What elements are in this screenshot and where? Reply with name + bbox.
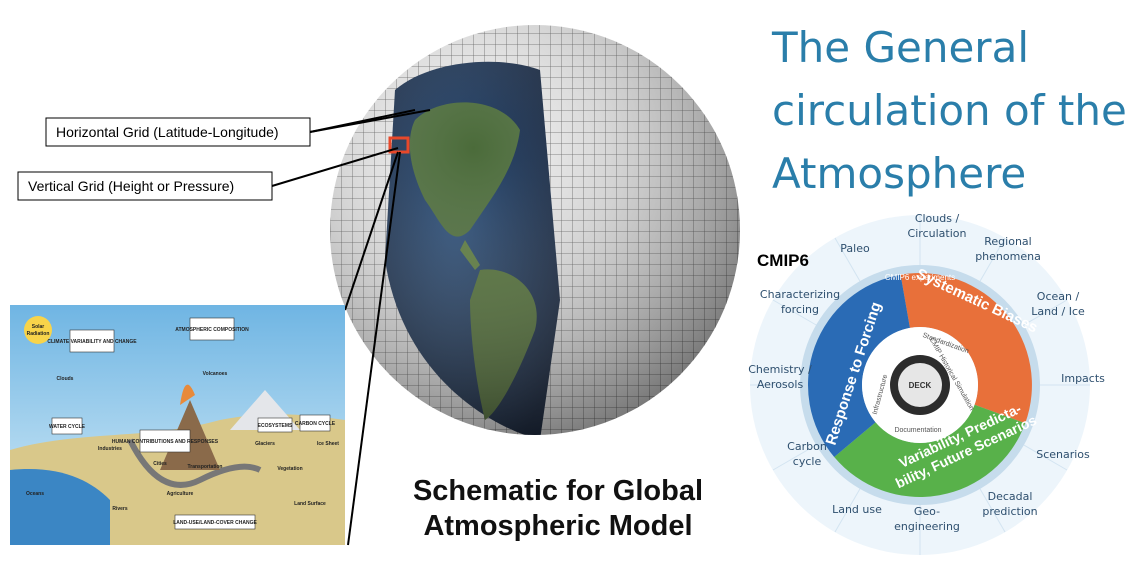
- themes: Clouds / Circulation Regional phenomena Ocea…: [748, 212, 1105, 533]
- theme-label: engineering: [894, 520, 960, 533]
- schematic-text: Solar: [32, 324, 45, 330]
- title-line: Atmosphere: [772, 149, 1026, 198]
- schematic-text: Transportation: [187, 464, 222, 470]
- globe: [330, 25, 740, 435]
- grid-label: Vertical Grid (Height or Pressure): [28, 178, 234, 194]
- theme-label: Clouds /: [915, 212, 960, 225]
- schematic-text: CLIMATE VARIABILITY AND CHANGE: [47, 339, 137, 345]
- theme-label: Ocean /: [1037, 290, 1080, 303]
- theme-label: Carbon: [787, 440, 827, 453]
- theme-label: forcing: [781, 303, 819, 316]
- grid-label: Horizontal Grid (Latitude-Longitude): [56, 124, 279, 140]
- earth-system-schematic: Solar Radiation CLIMATE VARIABILITY AND …: [10, 305, 345, 545]
- label-box: [45, 117, 311, 147]
- schematic-text: ATMOSPHERIC COMPOSITION: [175, 327, 249, 333]
- theme-label: Decadal: [988, 490, 1033, 503]
- caption: Schematic for Global: [413, 475, 703, 507]
- theme-label: phenomena: [975, 250, 1041, 263]
- theme-label: prediction: [982, 505, 1037, 518]
- schematic-text: Oceans: [26, 491, 44, 497]
- theme-label: Characterizing: [760, 288, 840, 301]
- schematic-text: Land Surface: [294, 501, 326, 507]
- pointers: [271, 109, 431, 546]
- theme-label: Paleo: [840, 242, 870, 255]
- theme-label: Land / Ice: [1031, 305, 1085, 318]
- schematic-text: Ice Sheet: [317, 441, 339, 447]
- title-line: The General: [771, 23, 1029, 72]
- core-label: Documentation: [894, 427, 941, 434]
- schematic-text: WATER CYCLE: [49, 424, 86, 430]
- theme-label: Geo-: [914, 505, 940, 518]
- theme-label: Circulation: [908, 227, 967, 240]
- theme-label: Chemistry /: [748, 363, 812, 376]
- theme-label: Scenarios: [1036, 448, 1090, 461]
- theme-label: Land use: [832, 503, 882, 516]
- schematic-text: Cities: [153, 461, 167, 467]
- schematic-text: Clouds: [57, 376, 74, 382]
- title: The General circulation of the Atmospher…: [771, 23, 1127, 198]
- theme-label: Regional: [984, 235, 1031, 248]
- schematic-text: Industries: [98, 446, 122, 452]
- schematic-text: LAND-USE/LAND-COVER CHANGE: [173, 520, 257, 526]
- schematic-text: Vegetation: [277, 466, 302, 472]
- ring-title: CMIP6 experiments: [885, 273, 955, 282]
- schematic-text: CARBON CYCLE: [295, 421, 336, 427]
- label-box: [17, 171, 273, 201]
- schematic-text: Agriculture: [167, 491, 194, 497]
- theme-label: Impacts: [1061, 372, 1105, 385]
- schematic-text: ECOSYSTEMS: [258, 423, 293, 429]
- schematic-text: HUMAN CONTRIBUTIONS AND RESPONSES: [112, 439, 219, 445]
- title-line: circulation of the: [772, 86, 1127, 135]
- theme-label: cycle: [793, 455, 822, 468]
- theme-label: Aerosols: [757, 378, 804, 391]
- cmip-label: CMIP6: [757, 251, 809, 270]
- caption: Atmospheric Model: [423, 510, 692, 542]
- cmip-wheel: DECK CMIP6 experiments Systematic Biases…: [750, 215, 1090, 555]
- schematic-text: Rivers: [112, 506, 128, 512]
- schematic-text: Volcanoes: [203, 371, 228, 377]
- schematic-text: Radiation: [27, 331, 50, 337]
- schematic-text: Glaciers: [255, 441, 275, 447]
- center-label: DECK: [909, 381, 932, 390]
